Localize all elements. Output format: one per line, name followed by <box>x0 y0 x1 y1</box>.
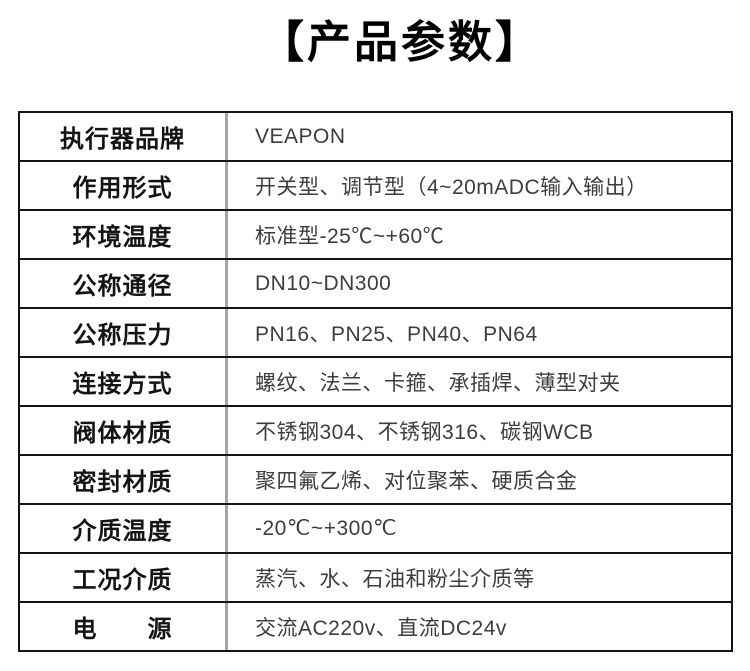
table-row: 电 源 交流AC220v、直流DC24v <box>20 603 731 650</box>
table-row: 介质温度 -20℃~+300℃ <box>20 505 731 554</box>
page-title: 【产品参数】 <box>260 18 542 67</box>
param-value: 开关型、调节型（4~20mADC输入输出） <box>255 175 648 199</box>
param-value: VEAPON <box>255 124 346 148</box>
param-value: 聚四氟乙烯、对位聚苯、硬质合金 <box>255 469 578 493</box>
table-row: 密封材质 聚四氟乙烯、对位聚苯、硬质合金 <box>20 456 731 505</box>
param-label: 阀体材质 <box>20 407 228 454</box>
param-label: 公称压力 <box>20 309 228 356</box>
param-label: 介质温度 <box>20 505 228 552</box>
table-row: 环境温度 标准型-25℃~+60℃ <box>20 211 731 260</box>
param-label: 公称通径 <box>20 260 228 307</box>
param-label: 环境温度 <box>20 211 228 258</box>
param-value: 蒸汽、水、石油和粉尘介质等 <box>255 567 535 591</box>
param-value: 交流AC220v、直流DC24v <box>255 616 507 640</box>
param-label: 工况介质 <box>20 554 228 601</box>
table-row: 作用形式 开关型、调节型（4~20mADC输入输出） <box>20 162 731 211</box>
table-row: 公称通径 DN10~DN300 <box>20 260 731 309</box>
param-value: DN10~DN300 <box>255 271 392 295</box>
param-label: 密封材质 <box>20 456 228 503</box>
table-row: 连接方式 螺纹、法兰、卡箍、承插焊、薄型对夹 <box>20 358 731 407</box>
param-value: -20℃~+300℃ <box>255 517 398 540</box>
param-label: 执行器品牌 <box>20 113 228 160</box>
table-row: 工况介质 蒸汽、水、石油和粉尘介质等 <box>20 554 731 603</box>
param-value: 标准型-25℃~+60℃ <box>255 224 445 248</box>
param-value: 不锈钢304、不锈钢316、碳钢WCB <box>255 420 594 444</box>
param-label: 连接方式 <box>20 358 228 405</box>
table-row: 执行器品牌 VEAPON <box>20 113 731 162</box>
table-row: 阀体材质 不锈钢304、不锈钢316、碳钢WCB <box>20 407 731 456</box>
param-label: 电 源 <box>20 603 228 650</box>
param-label: 作用形式 <box>20 162 228 209</box>
param-value: 螺纹、法兰、卡箍、承插焊、薄型对夹 <box>255 371 621 395</box>
param-value: PN16、PN25、PN40、PN64 <box>255 322 538 346</box>
product-parameters-table: 执行器品牌 VEAPON 作用形式 开关型、调节型（4~20mADC输入输出） … <box>18 111 733 652</box>
table-row: 公称压力 PN16、PN25、PN40、PN64 <box>20 309 731 358</box>
